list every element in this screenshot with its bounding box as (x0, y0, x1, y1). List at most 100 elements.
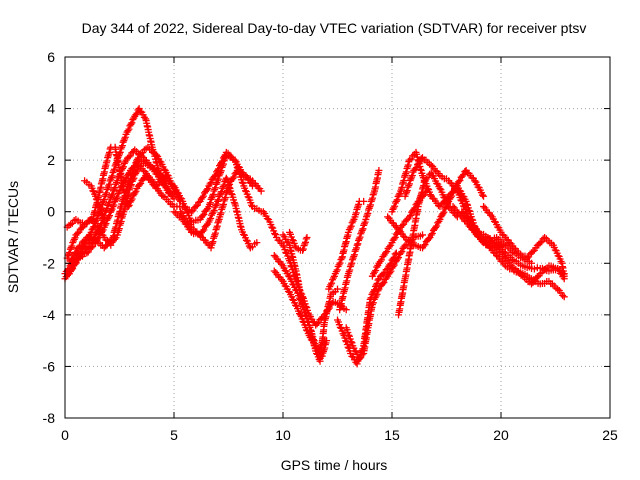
data-point (370, 287, 378, 295)
data-point (407, 175, 415, 183)
data-point (105, 182, 113, 190)
data-point (559, 291, 567, 299)
data-point (355, 235, 363, 243)
data-point (383, 248, 391, 256)
data-point (381, 249, 389, 257)
data-point (129, 176, 137, 184)
data-point (111, 162, 119, 170)
data-point (371, 286, 379, 294)
data-point (427, 231, 435, 239)
data-point (347, 222, 355, 230)
data-point (336, 259, 344, 267)
data-point (110, 165, 118, 173)
data-point (70, 235, 78, 243)
data-point (348, 256, 356, 264)
data-point (380, 278, 388, 286)
data-point (355, 236, 363, 244)
data-point (71, 250, 79, 258)
data-point (478, 191, 486, 199)
data-point (211, 185, 219, 193)
series-sat-k (170, 148, 265, 216)
data-point (268, 223, 276, 231)
data-point (371, 268, 379, 276)
data-point (218, 184, 226, 192)
data-point (111, 184, 119, 192)
data-point (408, 173, 416, 181)
data-point (367, 197, 375, 205)
data-point (387, 259, 395, 267)
data-point (300, 242, 308, 250)
data-point (336, 323, 344, 331)
data-point (101, 221, 109, 229)
data-point (108, 174, 116, 182)
data-point (440, 208, 448, 216)
data-point (412, 164, 420, 172)
x-tick-label: 15 (384, 427, 400, 443)
data-point (560, 275, 568, 283)
data-point (379, 270, 387, 278)
series-sat-g (81, 177, 108, 226)
data-point (153, 151, 161, 159)
data-point (386, 261, 394, 269)
data-point (127, 197, 135, 205)
data-point (360, 220, 368, 228)
series-sat-r (336, 166, 383, 314)
data-point (358, 226, 366, 234)
data-point (71, 260, 79, 268)
data-point (365, 206, 373, 214)
data-point (121, 135, 129, 143)
data-point (214, 177, 222, 185)
data-point (351, 247, 359, 255)
data-point (420, 242, 428, 250)
data-point (95, 201, 103, 209)
data-point (101, 192, 109, 200)
data-point (198, 194, 206, 202)
series-sat-e (63, 161, 178, 249)
data-point (405, 180, 413, 188)
data-point (102, 189, 110, 197)
data-point (373, 279, 381, 287)
data-point (115, 225, 123, 233)
data-point (222, 174, 230, 182)
data-point (356, 354, 364, 362)
data-point (111, 235, 119, 243)
data-point (347, 261, 355, 269)
data-point (210, 187, 218, 195)
data-point (209, 190, 217, 198)
series-sat-t (334, 249, 400, 368)
data-point (391, 202, 399, 210)
data-point (301, 240, 309, 248)
data-point (199, 192, 207, 200)
data-point (453, 187, 461, 195)
data-point (218, 157, 226, 165)
data-point (415, 159, 423, 167)
data-point (115, 188, 123, 196)
data-point (389, 255, 397, 263)
data-point (112, 195, 120, 203)
data-point (124, 170, 132, 178)
data-point (68, 242, 76, 250)
data-point (368, 196, 376, 204)
data-point (270, 252, 278, 260)
data-point (348, 339, 356, 347)
data-point (107, 175, 115, 183)
data-point (199, 227, 207, 235)
data-point (126, 182, 134, 190)
data-point (94, 211, 102, 219)
data-point (218, 188, 226, 196)
data-point (125, 125, 133, 133)
data-point (207, 214, 215, 222)
data-point (363, 213, 371, 221)
data-point (257, 187, 265, 195)
data-point (70, 237, 78, 245)
data-point (209, 208, 217, 216)
data-point (364, 209, 372, 217)
data-point (402, 190, 410, 198)
series-sat-q (325, 197, 368, 293)
data-point (348, 259, 356, 267)
data-point (69, 239, 77, 247)
series-sat-p (286, 228, 311, 254)
data-point (288, 236, 296, 244)
data-point (135, 181, 143, 189)
data-point (206, 200, 214, 208)
